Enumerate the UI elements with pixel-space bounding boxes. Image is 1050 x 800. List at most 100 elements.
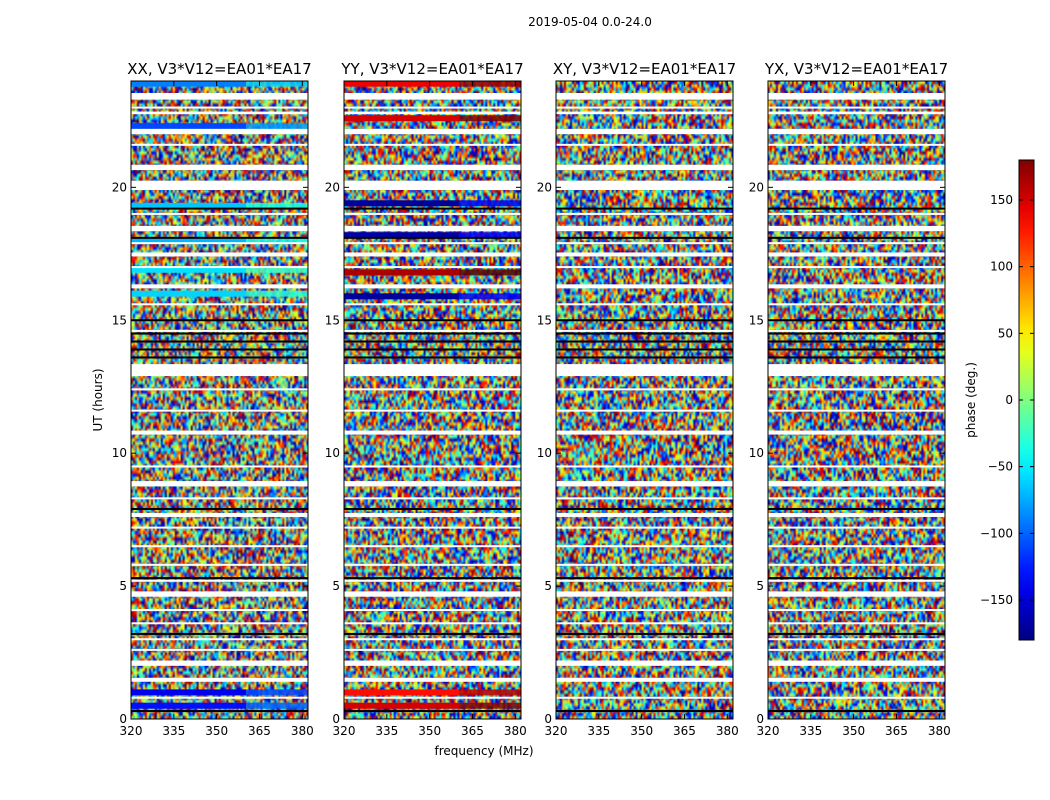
flagged-gap bbox=[344, 143, 521, 146]
flagged-gap bbox=[131, 660, 308, 666]
x-tick-label: 335 bbox=[799, 724, 822, 738]
flagged-gap bbox=[556, 497, 733, 500]
flagged-gap bbox=[768, 591, 945, 597]
x-tick-label: 380 bbox=[504, 724, 527, 738]
flagged-gap bbox=[768, 128, 945, 135]
panel-1: XX, V3*V12=EA01*EA17 320 335 350 365 380 0 5 10 1… bbox=[112, 60, 314, 738]
y-tick-label: 0 bbox=[756, 712, 764, 726]
flagged-gap bbox=[768, 242, 945, 245]
flagged-gap bbox=[556, 284, 733, 289]
flagged-gap bbox=[768, 303, 945, 306]
dark-row bbox=[344, 319, 521, 322]
coherent-phase-band bbox=[246, 290, 308, 297]
panel-frame bbox=[555, 80, 734, 720]
flagged-gap bbox=[344, 303, 521, 306]
flagged-gap bbox=[344, 225, 521, 232]
coherent-phase-band bbox=[459, 80, 521, 87]
dark-row bbox=[131, 236, 308, 239]
dark-row bbox=[131, 340, 308, 343]
flagged-gap bbox=[768, 266, 945, 269]
dark-row bbox=[556, 207, 733, 210]
dark-row bbox=[556, 710, 733, 713]
flagged-gap bbox=[131, 180, 308, 190]
dark-row bbox=[768, 319, 945, 322]
flagged-gap bbox=[556, 622, 733, 625]
dark-row bbox=[768, 207, 945, 210]
colorbar-tick-label: 50 bbox=[998, 326, 1013, 340]
coherent-phase-band bbox=[131, 202, 247, 209]
flagged-gap bbox=[556, 106, 733, 109]
x-tick-label: 350 bbox=[418, 724, 441, 738]
flagged-gap bbox=[344, 111, 521, 115]
x-tick-label: 380 bbox=[716, 724, 739, 738]
flagged-gap bbox=[768, 579, 945, 582]
flagged-gap bbox=[344, 409, 521, 412]
coherent-phase-band bbox=[459, 702, 521, 709]
flagged-gap bbox=[556, 225, 733, 232]
x-tick-label: 365 bbox=[248, 724, 271, 738]
coherent-phase-band bbox=[246, 80, 308, 87]
flagged-gap bbox=[344, 329, 521, 332]
flagged-gap bbox=[768, 284, 945, 289]
flagged-gap bbox=[131, 92, 308, 100]
flagged-gap bbox=[344, 638, 521, 641]
coherent-phase-band bbox=[246, 123, 308, 130]
coherent-phase-band bbox=[344, 200, 460, 207]
y-tick-label: 20 bbox=[749, 180, 764, 194]
flagged-gap bbox=[344, 128, 521, 135]
flagged-gap bbox=[768, 677, 945, 682]
flagged-gap bbox=[344, 242, 521, 245]
dark-row bbox=[768, 632, 945, 635]
dark-row bbox=[131, 710, 308, 713]
flagged-gap bbox=[131, 638, 308, 641]
x-tick-label: 320 bbox=[545, 724, 568, 738]
coherent-phase-band bbox=[131, 290, 247, 297]
coherent-phase-band bbox=[344, 702, 460, 709]
colorbar-label: phase (deg.) bbox=[964, 362, 978, 438]
flagged-gap bbox=[768, 622, 945, 625]
flagged-gap bbox=[131, 648, 308, 651]
dark-row bbox=[344, 348, 521, 351]
panel-title: XY, V3*V12=EA01*EA17 bbox=[553, 60, 736, 78]
y-tick-label: 0 bbox=[119, 712, 127, 726]
flagged-gap bbox=[131, 252, 308, 257]
flagged-gap bbox=[768, 545, 945, 548]
dark-row bbox=[556, 319, 733, 322]
flagged-gap bbox=[131, 329, 308, 332]
flagged-gap bbox=[344, 648, 521, 651]
flagged-gap bbox=[131, 164, 308, 171]
flagged-gap bbox=[768, 512, 945, 517]
dark-row bbox=[344, 236, 521, 239]
flagged-gap bbox=[131, 409, 308, 412]
flagged-gap bbox=[131, 563, 308, 566]
y-tick-label: 0 bbox=[544, 712, 552, 726]
flagged-gap bbox=[556, 212, 733, 215]
flagged-gap bbox=[556, 526, 733, 529]
flagged-gap bbox=[768, 111, 945, 115]
y-tick-label: 5 bbox=[756, 579, 764, 593]
flagged-gap bbox=[131, 106, 308, 109]
flagged-gap bbox=[344, 92, 521, 100]
x-tick-label: 350 bbox=[205, 724, 228, 738]
dark-row bbox=[768, 236, 945, 239]
panel-title: YX, V3*V12=EA01*EA17 bbox=[764, 60, 948, 78]
y-tick-label: 15 bbox=[537, 313, 552, 327]
flagged-gap bbox=[131, 497, 308, 500]
coherent-phase-band bbox=[131, 123, 247, 130]
flagged-gap bbox=[556, 512, 733, 517]
flagged-gap bbox=[556, 591, 733, 597]
flagged-gap bbox=[344, 252, 521, 257]
flagged-gap bbox=[768, 92, 945, 100]
dark-row bbox=[768, 340, 945, 343]
flagged-gap bbox=[131, 696, 308, 699]
flagged-gap bbox=[556, 660, 733, 666]
flagged-gap bbox=[556, 252, 733, 257]
colorbar-tick-label: 150 bbox=[990, 193, 1013, 207]
dark-row bbox=[556, 577, 733, 580]
flagged-gap bbox=[344, 512, 521, 517]
coherent-phase-band bbox=[246, 689, 308, 696]
x-tick-label: 320 bbox=[120, 724, 143, 738]
panel-frame bbox=[343, 80, 522, 720]
flagged-gap bbox=[131, 303, 308, 306]
coherent-phase-band bbox=[459, 232, 521, 239]
